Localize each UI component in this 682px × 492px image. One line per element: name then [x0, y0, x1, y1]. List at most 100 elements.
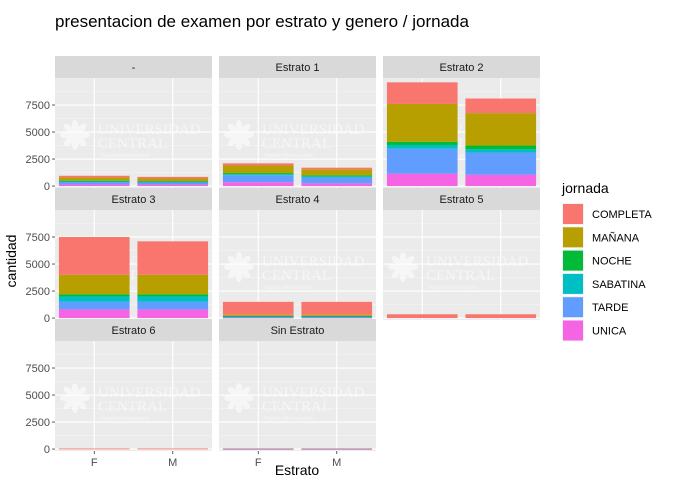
- y-tick-label: 7500: [26, 232, 50, 244]
- bar-segment-sabatina: [222, 316, 294, 318]
- bar-segment-mañana: [58, 274, 130, 295]
- logo-center: [399, 263, 407, 271]
- y-tick-label: 2500: [26, 286, 50, 298]
- bar-segment-noche: [137, 294, 209, 297]
- bar-segment-tarde: [137, 301, 209, 310]
- watermark-line-1: UNIVERSIDAD: [262, 385, 365, 401]
- logo-petal: [227, 386, 238, 397]
- x-tick-label: F: [91, 457, 98, 469]
- logo-center: [71, 394, 79, 402]
- logo-petal: [78, 131, 90, 139]
- bar-segment-sabatina: [137, 181, 209, 183]
- bar-segment-mañana: [58, 177, 130, 181]
- bar-segment-unica: [301, 183, 373, 187]
- logo-center: [235, 394, 243, 402]
- logo-petal: [224, 394, 236, 402]
- bar-segment-noche: [301, 175, 373, 177]
- y-tick-label: 5000: [26, 390, 50, 402]
- facet-strip: [55, 56, 212, 78]
- bar-segment-mañana: [301, 169, 373, 176]
- facet-strip: [55, 319, 212, 341]
- bar-segment-completa: [137, 448, 209, 450]
- bar-segment-completa: [301, 301, 373, 315]
- x-tick-label: M: [332, 457, 341, 469]
- x-tick-label: M: [168, 457, 177, 469]
- facet-strip: [219, 188, 376, 210]
- facet-strip-label: -: [132, 62, 136, 74]
- legend-swatch-noche: [563, 250, 583, 271]
- logo-petal: [76, 399, 87, 410]
- x-axis-title: Estrato: [275, 462, 320, 478]
- logo-petal: [224, 263, 236, 271]
- bar-segment-noche: [222, 315, 294, 317]
- watermark-line-2: CENTRAL: [262, 136, 331, 152]
- logo-petal: [71, 401, 79, 413]
- bar-segment-completa: [465, 314, 537, 319]
- bar-segment-tarde: [386, 148, 458, 174]
- logo-petal: [399, 252, 407, 264]
- logo-petal: [235, 138, 243, 150]
- watermark-line-3: Vigilada Mineducación: [100, 153, 150, 159]
- logo-petal: [71, 138, 79, 150]
- logo-center: [235, 263, 243, 271]
- bar-segment-mañana: [222, 314, 294, 316]
- legend-swatch-tarde: [563, 297, 583, 318]
- logo-petal: [235, 252, 243, 264]
- watermark-line-1: UNIVERSIDAD: [98, 385, 201, 401]
- bar-segment-unica: [465, 174, 537, 187]
- watermark-line-2: CENTRAL: [262, 268, 331, 284]
- bar-segment-mañana: [465, 113, 537, 146]
- facet-strip: [55, 188, 212, 210]
- logo-petal: [235, 383, 243, 395]
- logo-petal: [76, 386, 87, 397]
- bar-segment-tarde: [137, 182, 209, 185]
- y-tick-label: 0: [44, 444, 50, 456]
- facet-strip: [383, 188, 540, 210]
- bar-segment-unica: [58, 309, 130, 319]
- facet-strip-label: Sin Estrato: [271, 325, 325, 337]
- logo-petal: [242, 394, 254, 402]
- logo-petal: [71, 120, 79, 132]
- logo-petal: [404, 268, 415, 279]
- bar-segment-unica: [137, 184, 209, 187]
- bar-segment-unica: [222, 182, 294, 187]
- bar-segment-mañana: [137, 274, 209, 295]
- facet-strip-label: Estrato 1: [275, 62, 319, 74]
- watermark-line-2: CENTRAL: [426, 268, 495, 284]
- legend-label: TARDE: [592, 302, 628, 314]
- legend-title: jornada: [561, 180, 609, 196]
- logo-petal: [235, 270, 243, 282]
- legend-label: SABATINA: [592, 279, 646, 291]
- bar-segment-mañana: [301, 314, 373, 316]
- logo-petal: [63, 399, 74, 410]
- bar-segment-completa: [137, 176, 209, 179]
- bar-segment-tarde: [301, 177, 373, 184]
- bar-segment-completa: [222, 301, 294, 315]
- watermark-line-1: UNIVERSIDAD: [98, 122, 201, 138]
- bar-segment-tarde: [222, 316, 294, 318]
- bar-segment-tarde: [222, 448, 294, 450]
- logo-petal: [235, 120, 243, 132]
- logo-petal: [388, 263, 400, 271]
- facet-strip: [219, 56, 376, 78]
- logo-petal: [71, 383, 79, 395]
- bar-segment-tarde: [301, 448, 373, 450]
- logo-petal: [227, 255, 238, 266]
- bar-segment-completa: [386, 314, 458, 319]
- bar-segment-noche: [58, 180, 130, 182]
- bar-segment-mañana: [137, 178, 209, 182]
- legend-swatch-unica: [563, 320, 583, 341]
- bar-segment-sabatina: [58, 181, 130, 182]
- logo-petal: [404, 255, 415, 266]
- bar-segment-sabatina: [301, 316, 373, 318]
- logo-petal: [242, 263, 254, 271]
- logo-petal: [240, 268, 251, 279]
